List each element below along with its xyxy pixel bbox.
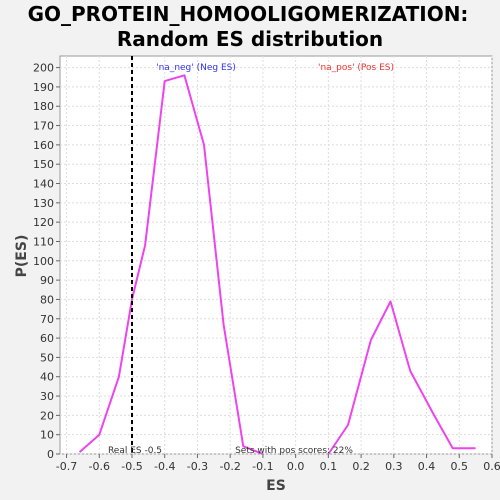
y-tick-label: 200: [33, 62, 54, 75]
y-tick-label: 40: [40, 371, 54, 384]
real-es-label: Real ES -0.5: [108, 446, 162, 456]
y-tick-label: 100: [33, 255, 54, 268]
y-tick-label: 0: [47, 448, 54, 461]
x-tick-label: -0.5: [121, 460, 142, 473]
y-tick-label: 140: [33, 178, 54, 191]
legend-neg: 'na_neg' (Neg ES): [156, 63, 236, 73]
x-tick-label: 0.2: [352, 460, 370, 473]
x-tick-label: 0.4: [418, 460, 436, 473]
pos-scores-note: Sets with pos scores: 22%: [235, 446, 353, 456]
y-tick-label: 110: [33, 235, 54, 248]
y-tick-label: 160: [33, 139, 54, 152]
x-axis-label: ES: [266, 478, 286, 494]
chart-title-line2: Random ES distribution: [117, 27, 383, 51]
y-tick-label: 170: [33, 120, 54, 133]
x-tick-label: -0.6: [89, 460, 110, 473]
y-tick-label: 180: [33, 100, 54, 113]
y-tick-label: 120: [33, 216, 54, 229]
y-tick-label: 190: [33, 81, 54, 94]
x-tick-label: -0.4: [154, 460, 175, 473]
x-tick-label: -0.1: [252, 460, 273, 473]
y-tick-label: 150: [33, 158, 54, 171]
x-tick-label: -0.3: [187, 460, 208, 473]
x-tick-label: -0.2: [219, 460, 240, 473]
x-tick-label: 0.1: [320, 460, 338, 473]
y-tick-label: 20: [40, 409, 54, 422]
x-tick-label: -0.7: [56, 460, 77, 473]
legend-pos: 'na_pos' (Pos ES): [318, 63, 394, 73]
x-tick-label: 0.5: [451, 460, 469, 473]
chart-title-line1: GO_PROTEIN_HOMOOLIGOMERIZATION:: [28, 2, 469, 26]
y-tick-label: 10: [40, 429, 54, 442]
y-tick-label: 80: [40, 293, 54, 306]
x-tick-label: 0.0: [287, 460, 305, 473]
x-tick-label: 0.3: [385, 460, 403, 473]
y-tick-label: 50: [40, 351, 54, 364]
y-tick-label: 30: [40, 390, 54, 403]
y-axis-label: P(ES): [14, 235, 30, 278]
y-tick-label: 90: [40, 274, 54, 287]
y-tick-label: 130: [33, 197, 54, 210]
x-tick-label: 0.6: [483, 460, 500, 473]
plot-area: [60, 56, 492, 454]
y-tick-label: 70: [40, 313, 54, 326]
y-tick-label: 60: [40, 332, 54, 345]
